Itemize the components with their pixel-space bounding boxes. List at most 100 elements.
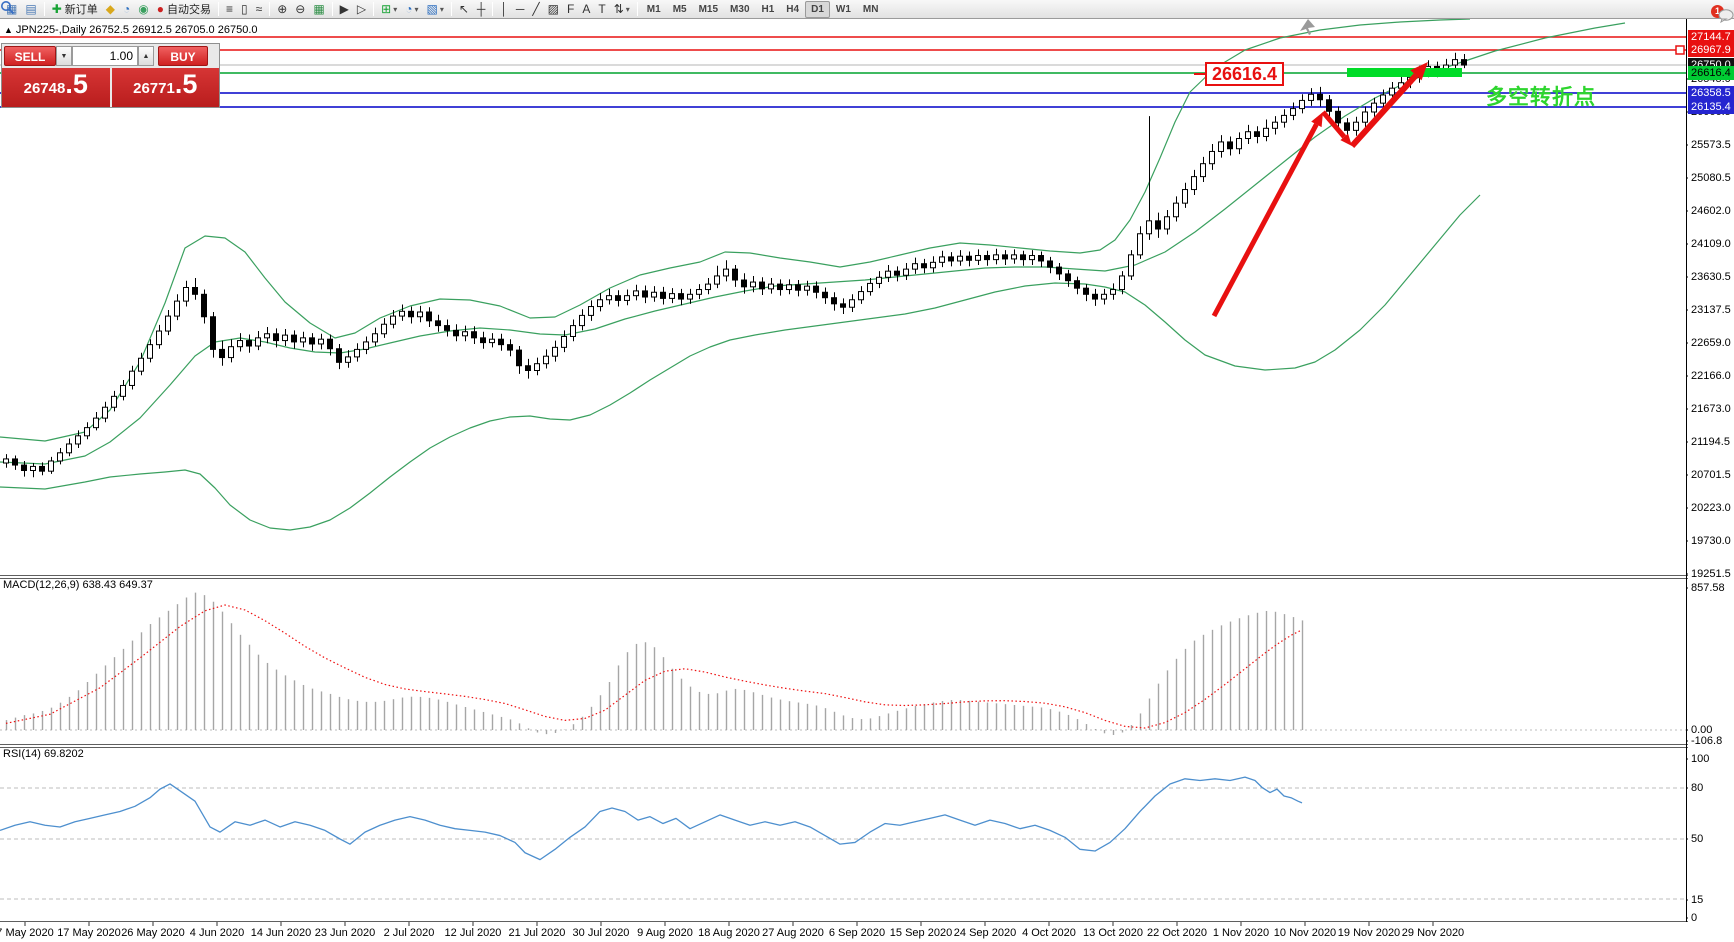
candle-body (1209, 150, 1215, 165)
vertical-line-icon: │ (500, 2, 508, 16)
candle-body (750, 281, 756, 288)
candle-body (30, 465, 36, 471)
sell-price-main: 26748 (23, 80, 66, 97)
periods-icon-dropdown[interactable]: ▾ (414, 4, 419, 14)
trend-arrow-line[interactable] (1211, 123, 1319, 318)
candle-body (642, 290, 648, 298)
channel-icon[interactable]: ▨ (544, 1, 563, 18)
candlesticks-icon[interactable]: ▯ (237, 1, 252, 18)
candle-body (588, 306, 594, 316)
profiles-icon[interactable]: ▤ (21, 1, 40, 18)
crosshair-icon: ┼ (476, 2, 486, 16)
gold-icon[interactable]: ◆ (102, 1, 119, 18)
candle-body (1002, 254, 1008, 260)
candle-body (93, 417, 99, 429)
date-label: 21 Jul 2020 (509, 927, 566, 939)
axis-tick-label: 25573.5 (1688, 138, 1734, 152)
crosshair-icon[interactable]: ┼ (473, 1, 490, 18)
turning-point-note[interactable]: 多空转折点 (1486, 86, 1596, 109)
text-icon[interactable]: A (578, 1, 594, 18)
date-label: 1 Nov 2020 (1213, 927, 1269, 939)
candle-body (1056, 266, 1062, 275)
candle-body (570, 325, 576, 337)
label-icon[interactable]: T (594, 1, 609, 18)
trendline-icon[interactable]: ╱ (528, 1, 543, 18)
bollinger-lower-band (0, 194, 1481, 531)
vertical-line-icon[interactable]: │ (496, 1, 512, 18)
axis-tick-label: 0.00 (1688, 723, 1734, 737)
date-label: 22 Oct 2020 (1147, 927, 1207, 939)
candle-body (1011, 254, 1017, 260)
candle-body (3, 458, 9, 464)
date-label: 17 May 2020 (57, 927, 121, 939)
candle-body (498, 338, 504, 346)
date-label: 6 Sep 2020 (829, 927, 885, 939)
trendline-icon: ╱ (532, 2, 540, 16)
candle-body (228, 346, 234, 359)
date-label: 23 Jun 2020 (315, 927, 376, 939)
timeframe-m5-button[interactable]: M5 (672, 3, 687, 15)
templates-icon[interactable]: ▧ ▾ (422, 1, 447, 18)
signals-icon[interactable]: ◉ (134, 1, 152, 18)
step-forward-icon[interactable]: ▶ (336, 1, 353, 18)
cursor-icon[interactable]: ↖ (455, 1, 473, 18)
candle-body (1146, 220, 1152, 235)
ohlc-bars-icon[interactable]: ≡ (222, 1, 237, 18)
volume-increase-stepper[interactable]: ▲ (138, 46, 154, 66)
timeframe-h4-button[interactable]: H4 (786, 3, 800, 15)
timeframe-mn-button[interactable]: MN (862, 3, 879, 15)
candle-body (48, 460, 54, 472)
community-icon[interactable]: ◔ (119, 1, 134, 18)
charts-window-icon[interactable]: ▦ (2, 1, 21, 18)
zoom-out-icon[interactable]: ⊖ (291, 1, 309, 18)
candle-body (849, 299, 855, 308)
new-order-button-label: 新订单 (64, 4, 98, 16)
zoom-in-icon[interactable]: ⊕ (273, 1, 291, 18)
candle-body (381, 323, 387, 335)
candle-body (156, 330, 162, 346)
horizontal-line-icon[interactable]: ─ (512, 1, 529, 18)
support-highlight-bar[interactable] (1347, 68, 1462, 77)
timeframe-h1-button[interactable]: H1 (761, 3, 775, 15)
candle-body (462, 331, 468, 337)
volume-decrease-stepper[interactable]: ▼ (56, 46, 72, 66)
sell-price-display[interactable]: 26748.5 (2, 68, 112, 107)
sell-button[interactable]: SELL (4, 46, 56, 66)
candle-body (264, 333, 270, 339)
arrows-icon-dropdown[interactable]: ▾ (625, 4, 630, 14)
line-chart-icon[interactable]: ≈ (252, 1, 267, 18)
candle-body (1164, 216, 1170, 230)
candle-body (876, 276, 882, 284)
templates-icon-dropdown[interactable]: ▾ (439, 4, 444, 14)
candle-body (795, 284, 801, 291)
tile-windows-icon[interactable]: ▦ (309, 1, 328, 18)
candle-body (1380, 94, 1386, 104)
price-annotation-box[interactable]: 26616.4 (1205, 62, 1284, 86)
timeframe-m30-button[interactable]: M30 (730, 3, 750, 15)
candle-body (471, 331, 477, 339)
timeframe-m15-button[interactable]: M15 (698, 3, 719, 15)
fibonacci-icon[interactable]: F (563, 1, 578, 18)
candle-body (993, 254, 999, 261)
collapse-panel-icon[interactable]: ▲ (4, 25, 13, 35)
timeframe-m1-button[interactable]: M1 (646, 3, 661, 15)
autotrading-button[interactable]: ● 自动交易 (153, 1, 215, 18)
trend-arrow-line[interactable] (1349, 73, 1419, 149)
arrows-icon[interactable]: ⇅ ▾ (610, 1, 634, 18)
buy-price-display[interactable]: 26771.5 (111, 68, 219, 107)
candle-body (165, 315, 171, 332)
new-order-button[interactable]: ✚ 新订单 (48, 1, 102, 18)
indicators-icon-dropdown[interactable]: ▾ (393, 4, 398, 14)
candle-body (786, 284, 792, 291)
indicators-icon[interactable]: ⊞ ▾ (377, 1, 401, 18)
step-to-end-icon[interactable]: ▷ (353, 1, 370, 18)
periods-icon[interactable]: ◔ ▾ (401, 1, 422, 18)
buy-button[interactable]: BUY (158, 46, 208, 66)
trend-arrow-line[interactable] (1321, 110, 1347, 139)
candle-body (1218, 141, 1224, 152)
volume-input[interactable] (72, 46, 138, 66)
timeframe-w1-button[interactable]: W1 (835, 3, 851, 15)
macd-indicator-label: MACD(12,26,9) 638.43 649.37 (3, 579, 153, 591)
timeframe-d1-button[interactable]: D1 (805, 0, 830, 18)
